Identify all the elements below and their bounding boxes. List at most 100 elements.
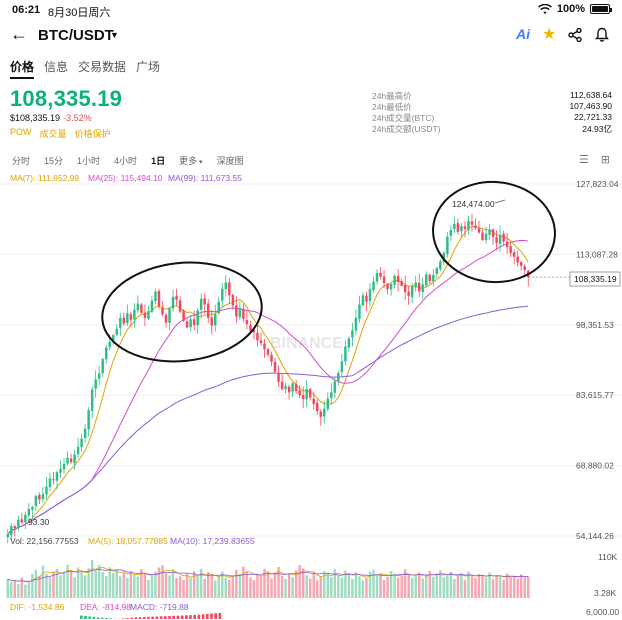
depth-chart-tab[interactable]: 深度图	[216, 156, 244, 166]
candle-body	[112, 335, 115, 341]
candle-body	[154, 291, 157, 302]
volume-bar	[97, 565, 101, 598]
candle-body	[495, 237, 498, 243]
candle-body	[287, 386, 291, 393]
volume-bar	[59, 575, 62, 598]
volume-bar	[38, 575, 41, 598]
share-icon[interactable]	[568, 28, 582, 42]
macd-bar	[96, 617, 100, 619]
volume-bar	[512, 575, 516, 598]
candle-body	[453, 223, 456, 230]
candle-body	[94, 379, 97, 389]
candle-body	[410, 286, 414, 298]
price-usd: $108,335.19	[10, 113, 61, 123]
volume-bar	[270, 578, 273, 598]
timeframe-line[interactable]: 分时	[12, 156, 31, 166]
favorite-star-icon[interactable]: ★	[542, 26, 557, 43]
volume-bar	[129, 571, 133, 598]
macd-tick: 6,000.00	[586, 607, 619, 617]
candle-body	[435, 268, 439, 274]
layout-grid-icon[interactable]: ⊞	[600, 154, 610, 166]
candle-body	[76, 446, 80, 455]
volume-bar	[164, 572, 168, 598]
macd-value-legend: MACD: -719.88	[130, 602, 189, 612]
candle-body	[523, 266, 526, 271]
volume-bar	[73, 577, 76, 598]
volume-bar	[527, 576, 530, 598]
macd-bar	[180, 615, 184, 619]
candle-body	[252, 329, 256, 333]
macd-bar	[80, 615, 83, 619]
pair-title[interactable]: BTC/USDT	[38, 27, 114, 44]
volume-bar	[407, 574, 410, 598]
ai-assistant-icon[interactable]: Ai	[516, 26, 530, 42]
macd-bar	[201, 614, 205, 619]
volume-bar	[284, 579, 287, 598]
macd-bar	[172, 615, 175, 619]
volume-bar	[252, 579, 256, 598]
volume-bar	[470, 576, 474, 598]
tab-price[interactable]: 价格	[10, 58, 35, 79]
stat-label: 24h成交额(USDT)	[372, 124, 441, 134]
timeframe-4h[interactable]: 4小时	[114, 156, 138, 166]
timeframe-more[interactable]: 更多	[179, 154, 202, 167]
tab-info[interactable]: 信息	[44, 60, 69, 74]
high-annotation: 124,474.00	[452, 199, 495, 209]
candle-body	[263, 343, 266, 350]
candle-body	[301, 394, 305, 400]
volume-bar	[104, 576, 108, 598]
volume-bar	[206, 572, 210, 598]
candle-body	[340, 361, 344, 373]
macd-bar	[176, 615, 180, 619]
candle-body	[259, 340, 263, 344]
timeframe-1h[interactable]: 1小时	[77, 156, 101, 166]
volume-bar	[312, 572, 315, 598]
back-arrow-icon[interactable]: ←	[10, 24, 28, 44]
volume-bar	[365, 578, 368, 598]
volume-bar	[52, 571, 55, 598]
tag-price-protection[interactable]: 价格保护	[74, 129, 111, 139]
macd-bar	[101, 617, 104, 619]
timeframe-1d[interactable]: 1日	[151, 156, 166, 166]
volume-bar	[122, 572, 126, 598]
pair-dropdown-icon[interactable]: ▼	[110, 30, 119, 40]
chart-area[interactable]: BINANCE 127,823.04 113,087.28 98,351.53 83,…	[0, 170, 622, 620]
candle-body	[13, 526, 17, 529]
indicator-settings-icon[interactable]: ☰	[578, 154, 589, 166]
tag-pow[interactable]: POW	[10, 127, 32, 137]
candlestick-chart[interactable]: BINANCE 127,823.04 113,087.28 98,351.53 83,…	[0, 170, 622, 620]
y-tick-label: 54,144.26	[576, 531, 614, 541]
candle-body	[266, 349, 270, 355]
stat-value: 112,638.64	[570, 90, 612, 100]
candle-body	[189, 319, 192, 328]
candle-body	[502, 233, 505, 242]
macd-bar	[88, 616, 91, 619]
candle-body	[214, 314, 217, 326]
volume-bar	[375, 575, 379, 598]
volume-bar	[171, 569, 175, 598]
volume-bar	[217, 576, 220, 598]
volume-bar	[224, 578, 228, 598]
bell-icon[interactable]	[595, 27, 609, 42]
volume-bar	[6, 579, 9, 598]
volume-bar	[463, 579, 467, 598]
macd-bar	[147, 616, 150, 619]
tab-square[interactable]: 广场	[136, 60, 161, 74]
volume-bar	[421, 578, 424, 598]
candle-body	[235, 305, 238, 317]
candle-body	[217, 301, 220, 314]
volume-bar	[505, 573, 509, 598]
volume-bar	[24, 584, 27, 598]
tab-trading-data[interactable]: 交易数据	[78, 60, 127, 74]
tag-volume[interactable]: 成交量	[39, 129, 67, 139]
candle-body	[344, 346, 347, 362]
volume-bar	[168, 575, 171, 598]
vol-ma5-line	[7, 566, 529, 583]
volume-bar	[83, 575, 87, 598]
volume-bar	[235, 569, 238, 598]
timeframe-15m[interactable]: 15分	[44, 156, 64, 166]
volume-bar	[354, 572, 358, 598]
volume-bar	[301, 568, 305, 598]
vol-tick-low: 3.28K	[594, 588, 617, 598]
candle-body	[136, 303, 140, 311]
